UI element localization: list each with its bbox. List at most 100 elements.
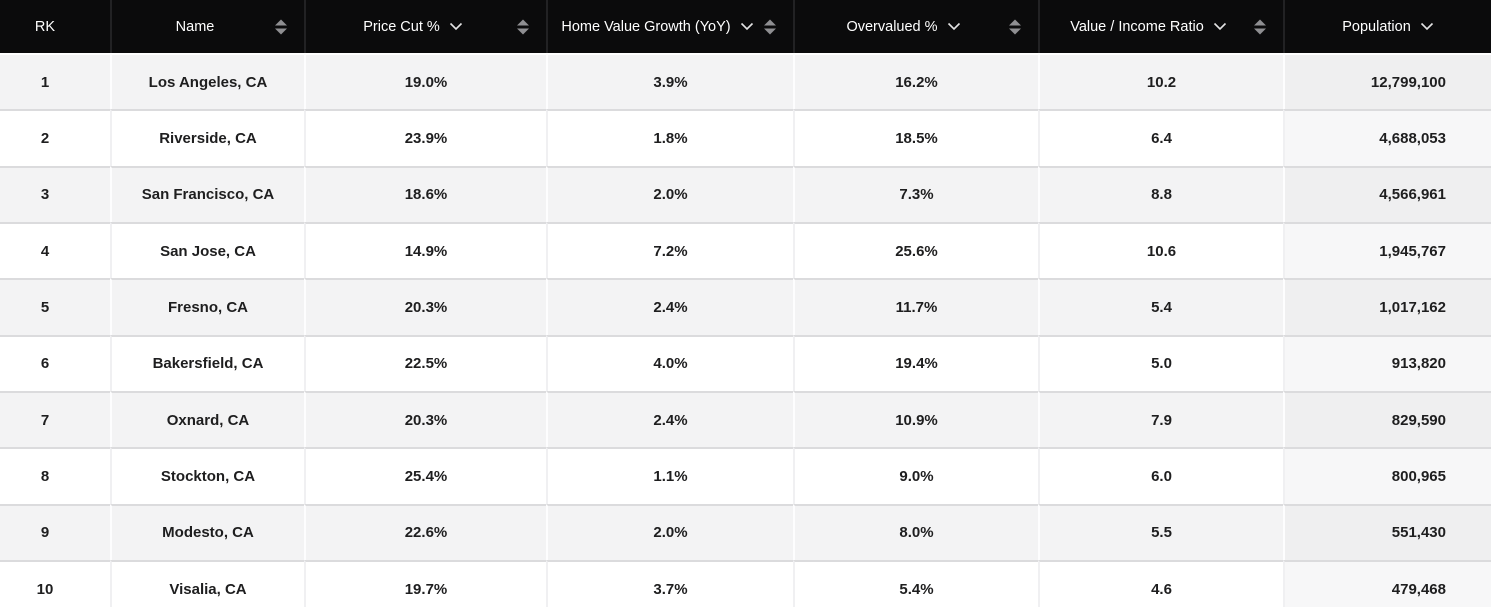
table-row: 3 San Francisco, CA 18.6% 2.0% 7.3% 8.8 … bbox=[0, 165, 1491, 222]
sort-icon[interactable] bbox=[275, 19, 287, 34]
chevron-down-icon[interactable] bbox=[1213, 22, 1227, 31]
city-name-cell: Los Angeles, CA bbox=[110, 53, 304, 110]
price-cut-cell: 14.9% bbox=[304, 221, 546, 279]
city-name-cell: San Jose, CA bbox=[110, 221, 304, 279]
column-header-name[interactable]: Name bbox=[110, 0, 304, 53]
rank-cell: 6 bbox=[0, 334, 110, 391]
chevron-down-icon[interactable] bbox=[740, 22, 754, 31]
value-income-ratio-cell: 8.8 bbox=[1038, 165, 1283, 222]
price-cut-cell: 22.6% bbox=[304, 503, 546, 560]
home-value-growth-cell: 3.9% bbox=[546, 53, 793, 110]
table-header: RK Name Price Cut % Home Value Growth (Y… bbox=[0, 0, 1491, 53]
header-row: RK Name Price Cut % Home Value Growth (Y… bbox=[0, 0, 1491, 53]
city-name-cell: San Francisco, CA bbox=[110, 165, 304, 222]
city-name-cell: Stockton, CA bbox=[110, 447, 304, 504]
value-income-ratio-cell: 5.4 bbox=[1038, 278, 1283, 335]
table-row: 9 Modesto, CA 22.6% 2.0% 8.0% 5.5 551,43… bbox=[0, 503, 1491, 560]
rank-cell: 5 bbox=[0, 278, 110, 335]
population-cell: 4,688,053 bbox=[1283, 109, 1491, 166]
rank-cell: 4 bbox=[0, 221, 110, 279]
price-cut-cell: 18.6% bbox=[304, 165, 546, 222]
price-cut-cell: 20.3% bbox=[304, 278, 546, 335]
table-row: 6 Bakersfield, CA 22.5% 4.0% 19.4% 5.0 9… bbox=[0, 334, 1491, 391]
sort-icon[interactable] bbox=[1009, 19, 1021, 34]
chevron-down-icon[interactable] bbox=[1420, 22, 1434, 31]
sort-icon[interactable] bbox=[517, 19, 529, 34]
city-name-cell: Oxnard, CA bbox=[110, 390, 304, 448]
column-label-population: Population bbox=[1342, 18, 1411, 35]
price-cut-cell: 19.0% bbox=[304, 53, 546, 110]
column-label-name: Name bbox=[175, 18, 215, 35]
table-row: 1 Los Angeles, CA 19.0% 3.9% 16.2% 10.2 … bbox=[0, 53, 1491, 110]
overvalued-cell: 9.0% bbox=[793, 447, 1038, 504]
sort-icon[interactable] bbox=[1254, 19, 1266, 34]
population-cell: 4,566,961 bbox=[1283, 165, 1491, 222]
column-label-rank: RK bbox=[34, 18, 56, 35]
overvalued-cell: 19.4% bbox=[793, 334, 1038, 391]
table-row: 5 Fresno, CA 20.3% 2.4% 11.7% 5.4 1,017,… bbox=[0, 278, 1491, 335]
value-income-ratio-cell: 10.2 bbox=[1038, 53, 1283, 110]
overvalued-cell: 10.9% bbox=[793, 390, 1038, 448]
rank-cell: 1 bbox=[0, 53, 110, 110]
overvalued-cell: 7.3% bbox=[793, 165, 1038, 222]
home-value-growth-cell: 2.4% bbox=[546, 278, 793, 335]
home-value-growth-cell: 2.4% bbox=[546, 390, 793, 448]
sort-icon[interactable] bbox=[764, 19, 776, 34]
table-row: 7 Oxnard, CA 20.3% 2.4% 10.9% 7.9 829,59… bbox=[0, 390, 1491, 448]
table-row: 4 San Jose, CA 14.9% 7.2% 25.6% 10.6 1,9… bbox=[0, 221, 1491, 279]
column-header-price-cut[interactable]: Price Cut % bbox=[304, 0, 546, 53]
city-name-cell: Fresno, CA bbox=[110, 278, 304, 335]
price-cut-cell: 25.4% bbox=[304, 447, 546, 504]
overvalued-cell: 25.6% bbox=[793, 221, 1038, 279]
rank-cell: 7 bbox=[0, 390, 110, 448]
column-label-home-value-growth: Home Value Growth (YoY) bbox=[561, 18, 731, 35]
home-value-growth-cell: 1.1% bbox=[546, 447, 793, 504]
overvalued-cell: 18.5% bbox=[793, 109, 1038, 166]
population-cell: 12,799,100 bbox=[1283, 53, 1491, 110]
column-header-home-value-growth[interactable]: Home Value Growth (YoY) bbox=[546, 0, 793, 53]
rank-cell: 8 bbox=[0, 447, 110, 504]
rank-cell: 3 bbox=[0, 165, 110, 222]
column-label-price-cut: Price Cut % bbox=[363, 18, 440, 35]
value-income-ratio-cell: 6.4 bbox=[1038, 109, 1283, 166]
table-row: 10 Visalia, CA 19.7% 3.7% 5.4% 4.6 479,4… bbox=[0, 559, 1491, 607]
population-cell: 551,430 bbox=[1283, 503, 1491, 560]
column-header-value-income-ratio[interactable]: Value / Income Ratio bbox=[1038, 0, 1283, 53]
price-cut-cell: 20.3% bbox=[304, 390, 546, 448]
home-value-growth-cell: 3.7% bbox=[546, 559, 793, 607]
overvalued-cell: 11.7% bbox=[793, 278, 1038, 335]
price-cut-cell: 23.9% bbox=[304, 109, 546, 166]
population-cell: 1,945,767 bbox=[1283, 221, 1491, 279]
value-income-ratio-cell: 5.0 bbox=[1038, 334, 1283, 391]
overvalued-cell: 16.2% bbox=[793, 53, 1038, 110]
home-value-growth-cell: 1.8% bbox=[546, 109, 793, 166]
city-name-cell: Visalia, CA bbox=[110, 559, 304, 607]
column-label-overvalued: Overvalued % bbox=[846, 18, 938, 35]
home-value-growth-cell: 4.0% bbox=[546, 334, 793, 391]
price-cut-cell: 22.5% bbox=[304, 334, 546, 391]
rank-cell: 2 bbox=[0, 109, 110, 166]
home-value-growth-cell: 2.0% bbox=[546, 165, 793, 222]
price-cut-cell: 19.7% bbox=[304, 559, 546, 607]
table-row: 8 Stockton, CA 25.4% 1.1% 9.0% 6.0 800,9… bbox=[0, 447, 1491, 504]
city-name-cell: Bakersfield, CA bbox=[110, 334, 304, 391]
city-name-cell: Modesto, CA bbox=[110, 503, 304, 560]
table-body: 1 Los Angeles, CA 19.0% 3.9% 16.2% 10.2 … bbox=[0, 53, 1491, 607]
home-value-growth-cell: 7.2% bbox=[546, 221, 793, 279]
column-header-population[interactable]: Population bbox=[1283, 0, 1491, 53]
value-income-ratio-cell: 10.6 bbox=[1038, 221, 1283, 279]
column-header-rank[interactable]: RK bbox=[0, 0, 110, 53]
column-header-overvalued[interactable]: Overvalued % bbox=[793, 0, 1038, 53]
chevron-down-icon[interactable] bbox=[947, 22, 961, 31]
value-income-ratio-cell: 5.5 bbox=[1038, 503, 1283, 560]
value-income-ratio-cell: 4.6 bbox=[1038, 559, 1283, 607]
population-cell: 479,468 bbox=[1283, 559, 1491, 607]
population-cell: 1,017,162 bbox=[1283, 278, 1491, 335]
population-cell: 800,965 bbox=[1283, 447, 1491, 504]
table-row: 2 Riverside, CA 23.9% 1.8% 18.5% 6.4 4,6… bbox=[0, 109, 1491, 166]
value-income-ratio-cell: 6.0 bbox=[1038, 447, 1283, 504]
chevron-down-icon[interactable] bbox=[449, 22, 463, 31]
home-value-growth-cell: 2.0% bbox=[546, 503, 793, 560]
